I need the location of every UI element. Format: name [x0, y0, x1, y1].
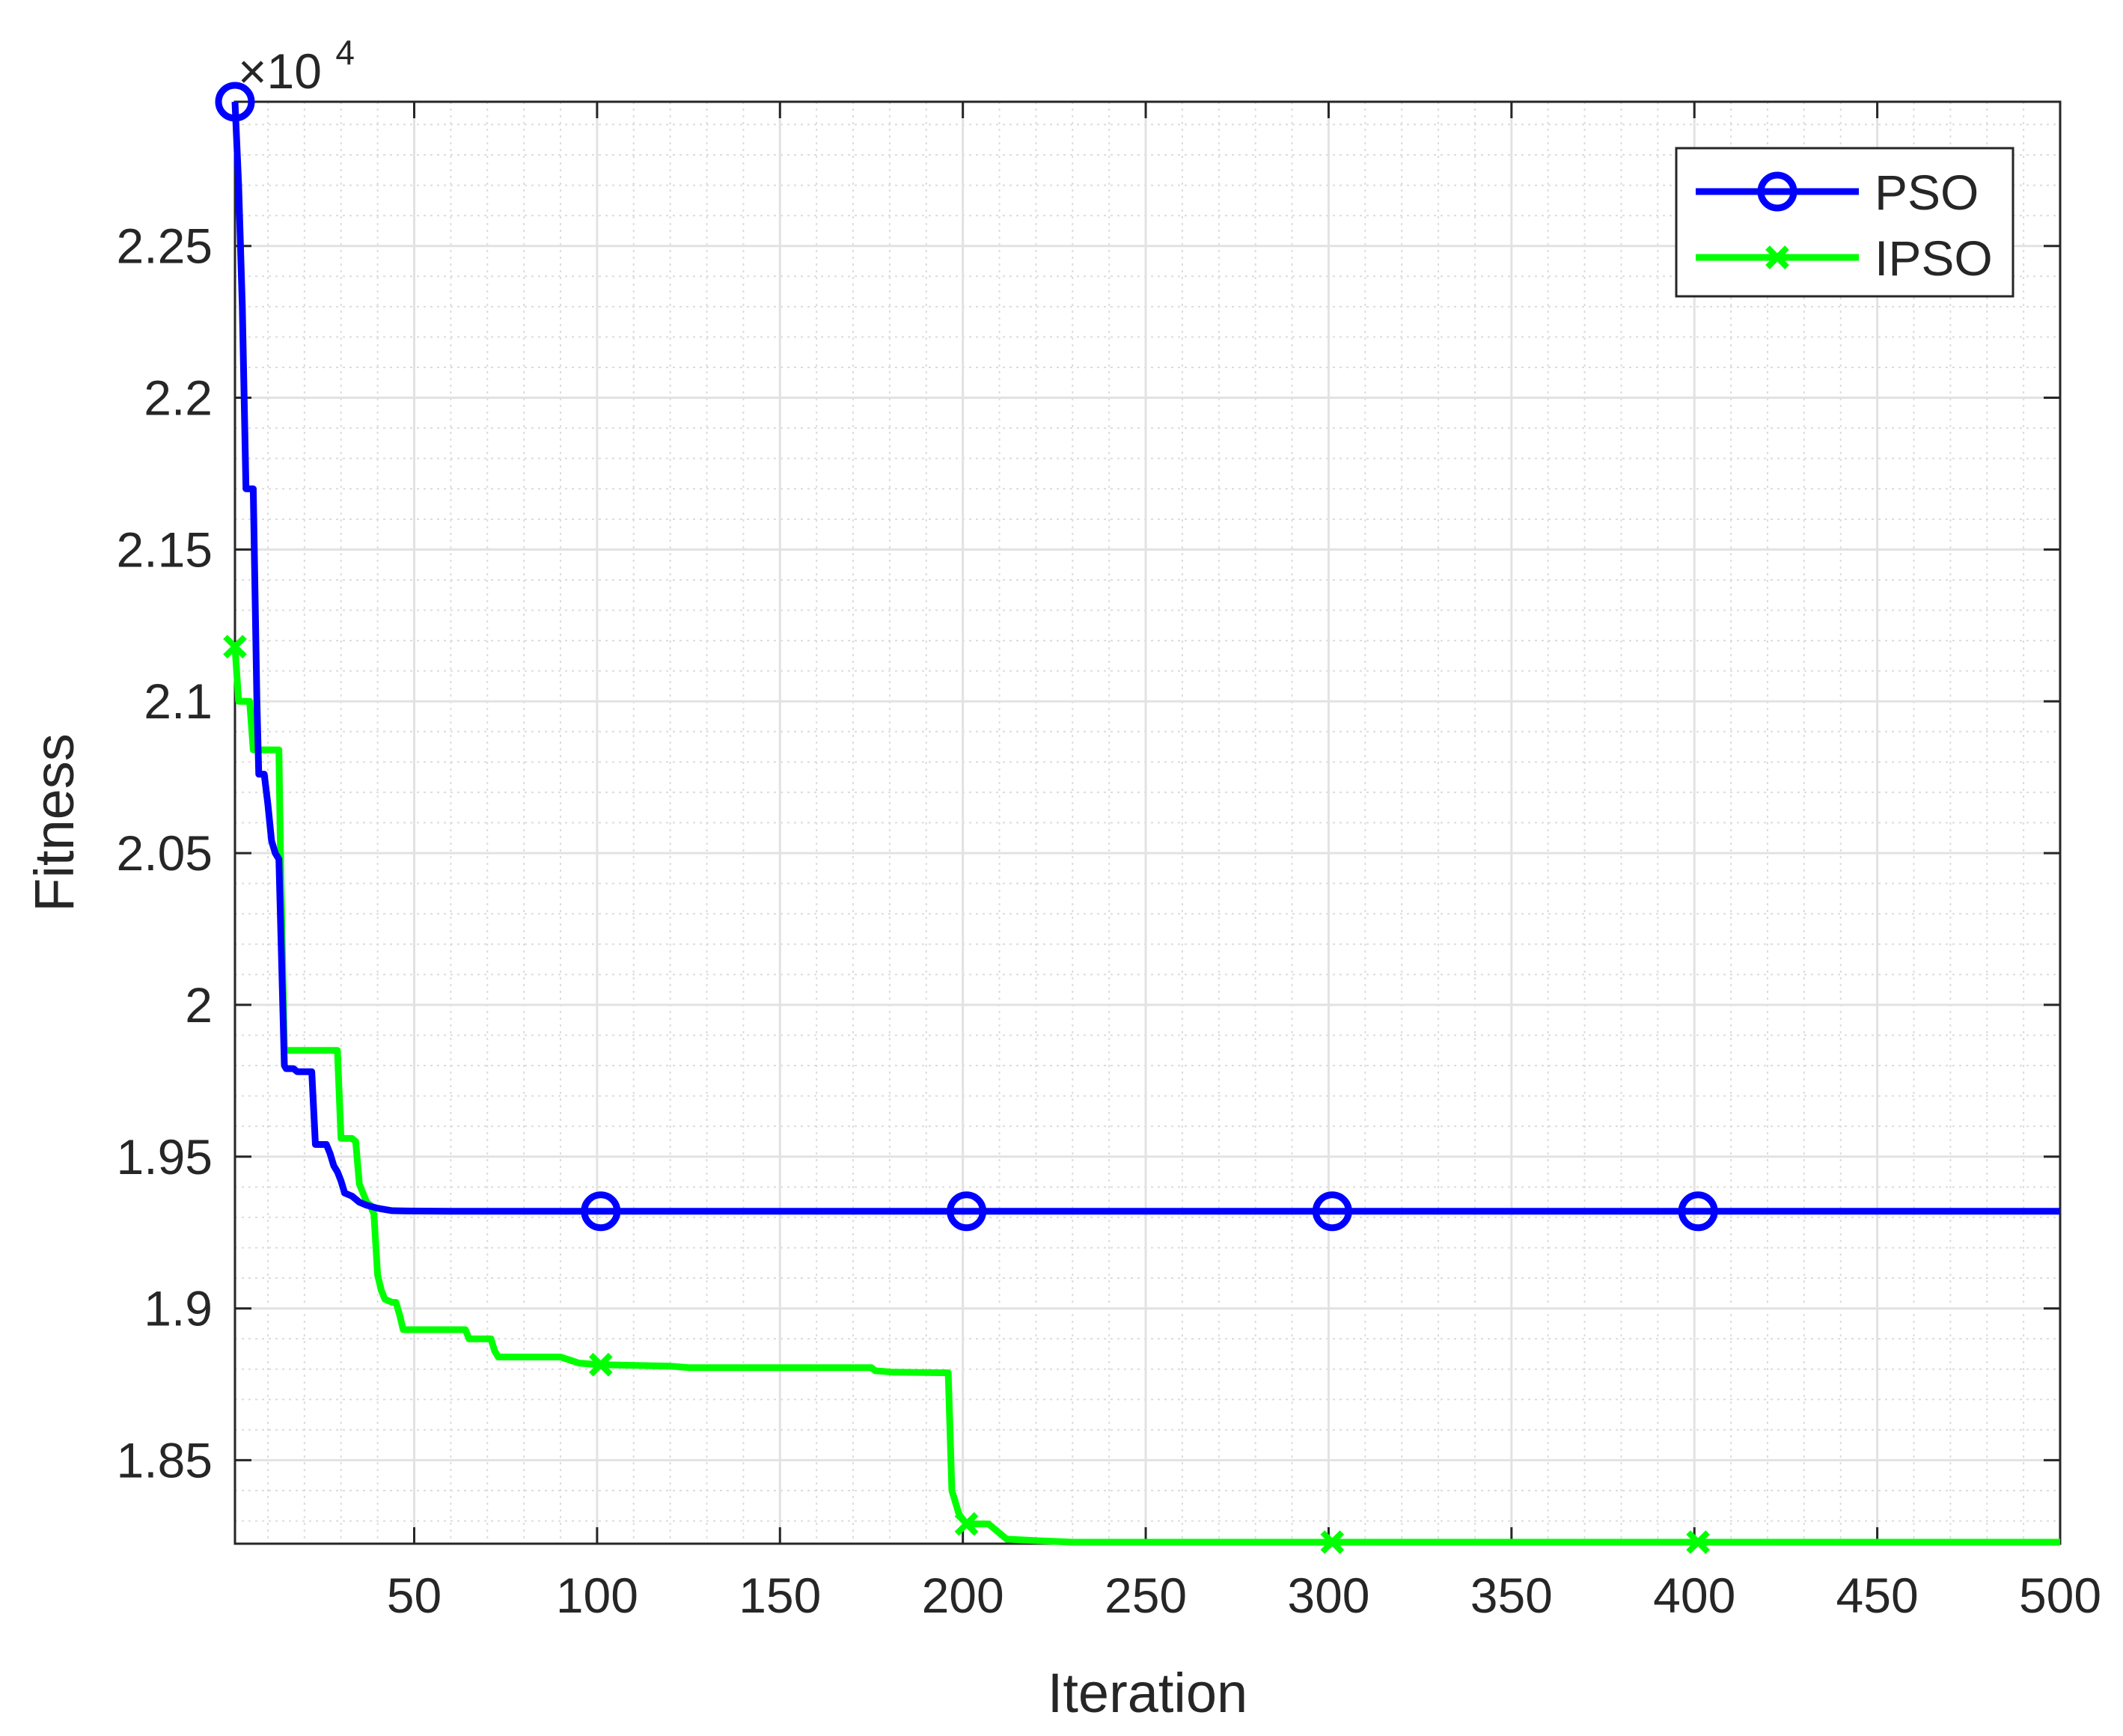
marker-stroke — [588, 1352, 613, 1377]
series-line-ipso — [231, 646, 2060, 1546]
marker-stroke — [1320, 1530, 1345, 1554]
x-axis-label: Iteration — [1048, 1662, 1247, 1724]
legend-marker-ipso — [1765, 245, 1789, 269]
legend-box — [1675, 147, 2014, 298]
y-exponent-prefix: ×10 — [238, 43, 322, 99]
data-point-ipso — [588, 1352, 613, 1377]
x-tick-label: 100 — [556, 1568, 638, 1623]
y-tick-label: 2.05 — [117, 825, 213, 881]
series-line-pso — [231, 101, 2060, 1215]
y-tick-label: 2 — [185, 977, 213, 1033]
y-tick-label: 2.1 — [144, 673, 213, 729]
data-point-ipso — [223, 635, 247, 659]
x-tick-label: 50 — [387, 1568, 442, 1623]
y-tick-label: 2.15 — [117, 522, 213, 577]
data-point-ipso — [954, 1512, 979, 1536]
data-point-pso — [1312, 1191, 1352, 1232]
marker-stroke — [1686, 1530, 1710, 1554]
x-tick-label: 300 — [1287, 1568, 1369, 1623]
y-axis-label: Fitness — [23, 733, 85, 912]
data-point-ipso — [1686, 1530, 1710, 1554]
x-tick-label: 250 — [1105, 1568, 1187, 1623]
y-tick-label: 1.9 — [144, 1281, 213, 1336]
x-tick-label: 350 — [1470, 1568, 1553, 1623]
marker-stroke — [1765, 245, 1789, 269]
x-tick-label: 450 — [1836, 1568, 1919, 1623]
y-tick-label: 2.2 — [144, 370, 213, 426]
x-tick-label: 200 — [922, 1568, 1004, 1623]
y-tick-label: 1.95 — [117, 1129, 213, 1185]
legend: PSO IPSO — [1675, 147, 2014, 298]
y-tick-label: 1.85 — [117, 1432, 213, 1488]
legend-label-ipso: IPSO — [1875, 230, 1993, 286]
tick-labels: 50 100 150 200 250 300 350 400 450 500 1.85 1.9 1.95… — [117, 218, 2102, 1623]
data-point-ipso — [1320, 1530, 1345, 1554]
legend-label-pso: PSO — [1875, 165, 1979, 220]
x-tick-label: 500 — [2019, 1568, 2101, 1623]
legend-marker-pso — [1757, 171, 1797, 212]
x-tick-label: 150 — [739, 1568, 821, 1623]
legend-marker-ipso-x — [1765, 245, 1789, 269]
y-exponent-label: ×10 4 — [238, 33, 355, 99]
data-point-pso — [947, 1191, 987, 1232]
marker-stroke — [954, 1512, 979, 1536]
y-tick-label: 2.25 — [117, 218, 213, 274]
x-tick-label: 400 — [1653, 1568, 1735, 1623]
series-layer — [215, 82, 2060, 1554]
marker-stroke — [223, 635, 247, 659]
data-point-pso — [1678, 1191, 1718, 1232]
y-exponent-power: 4 — [335, 33, 355, 72]
data-point-pso — [581, 1191, 621, 1232]
data-point-pso — [215, 82, 255, 122]
